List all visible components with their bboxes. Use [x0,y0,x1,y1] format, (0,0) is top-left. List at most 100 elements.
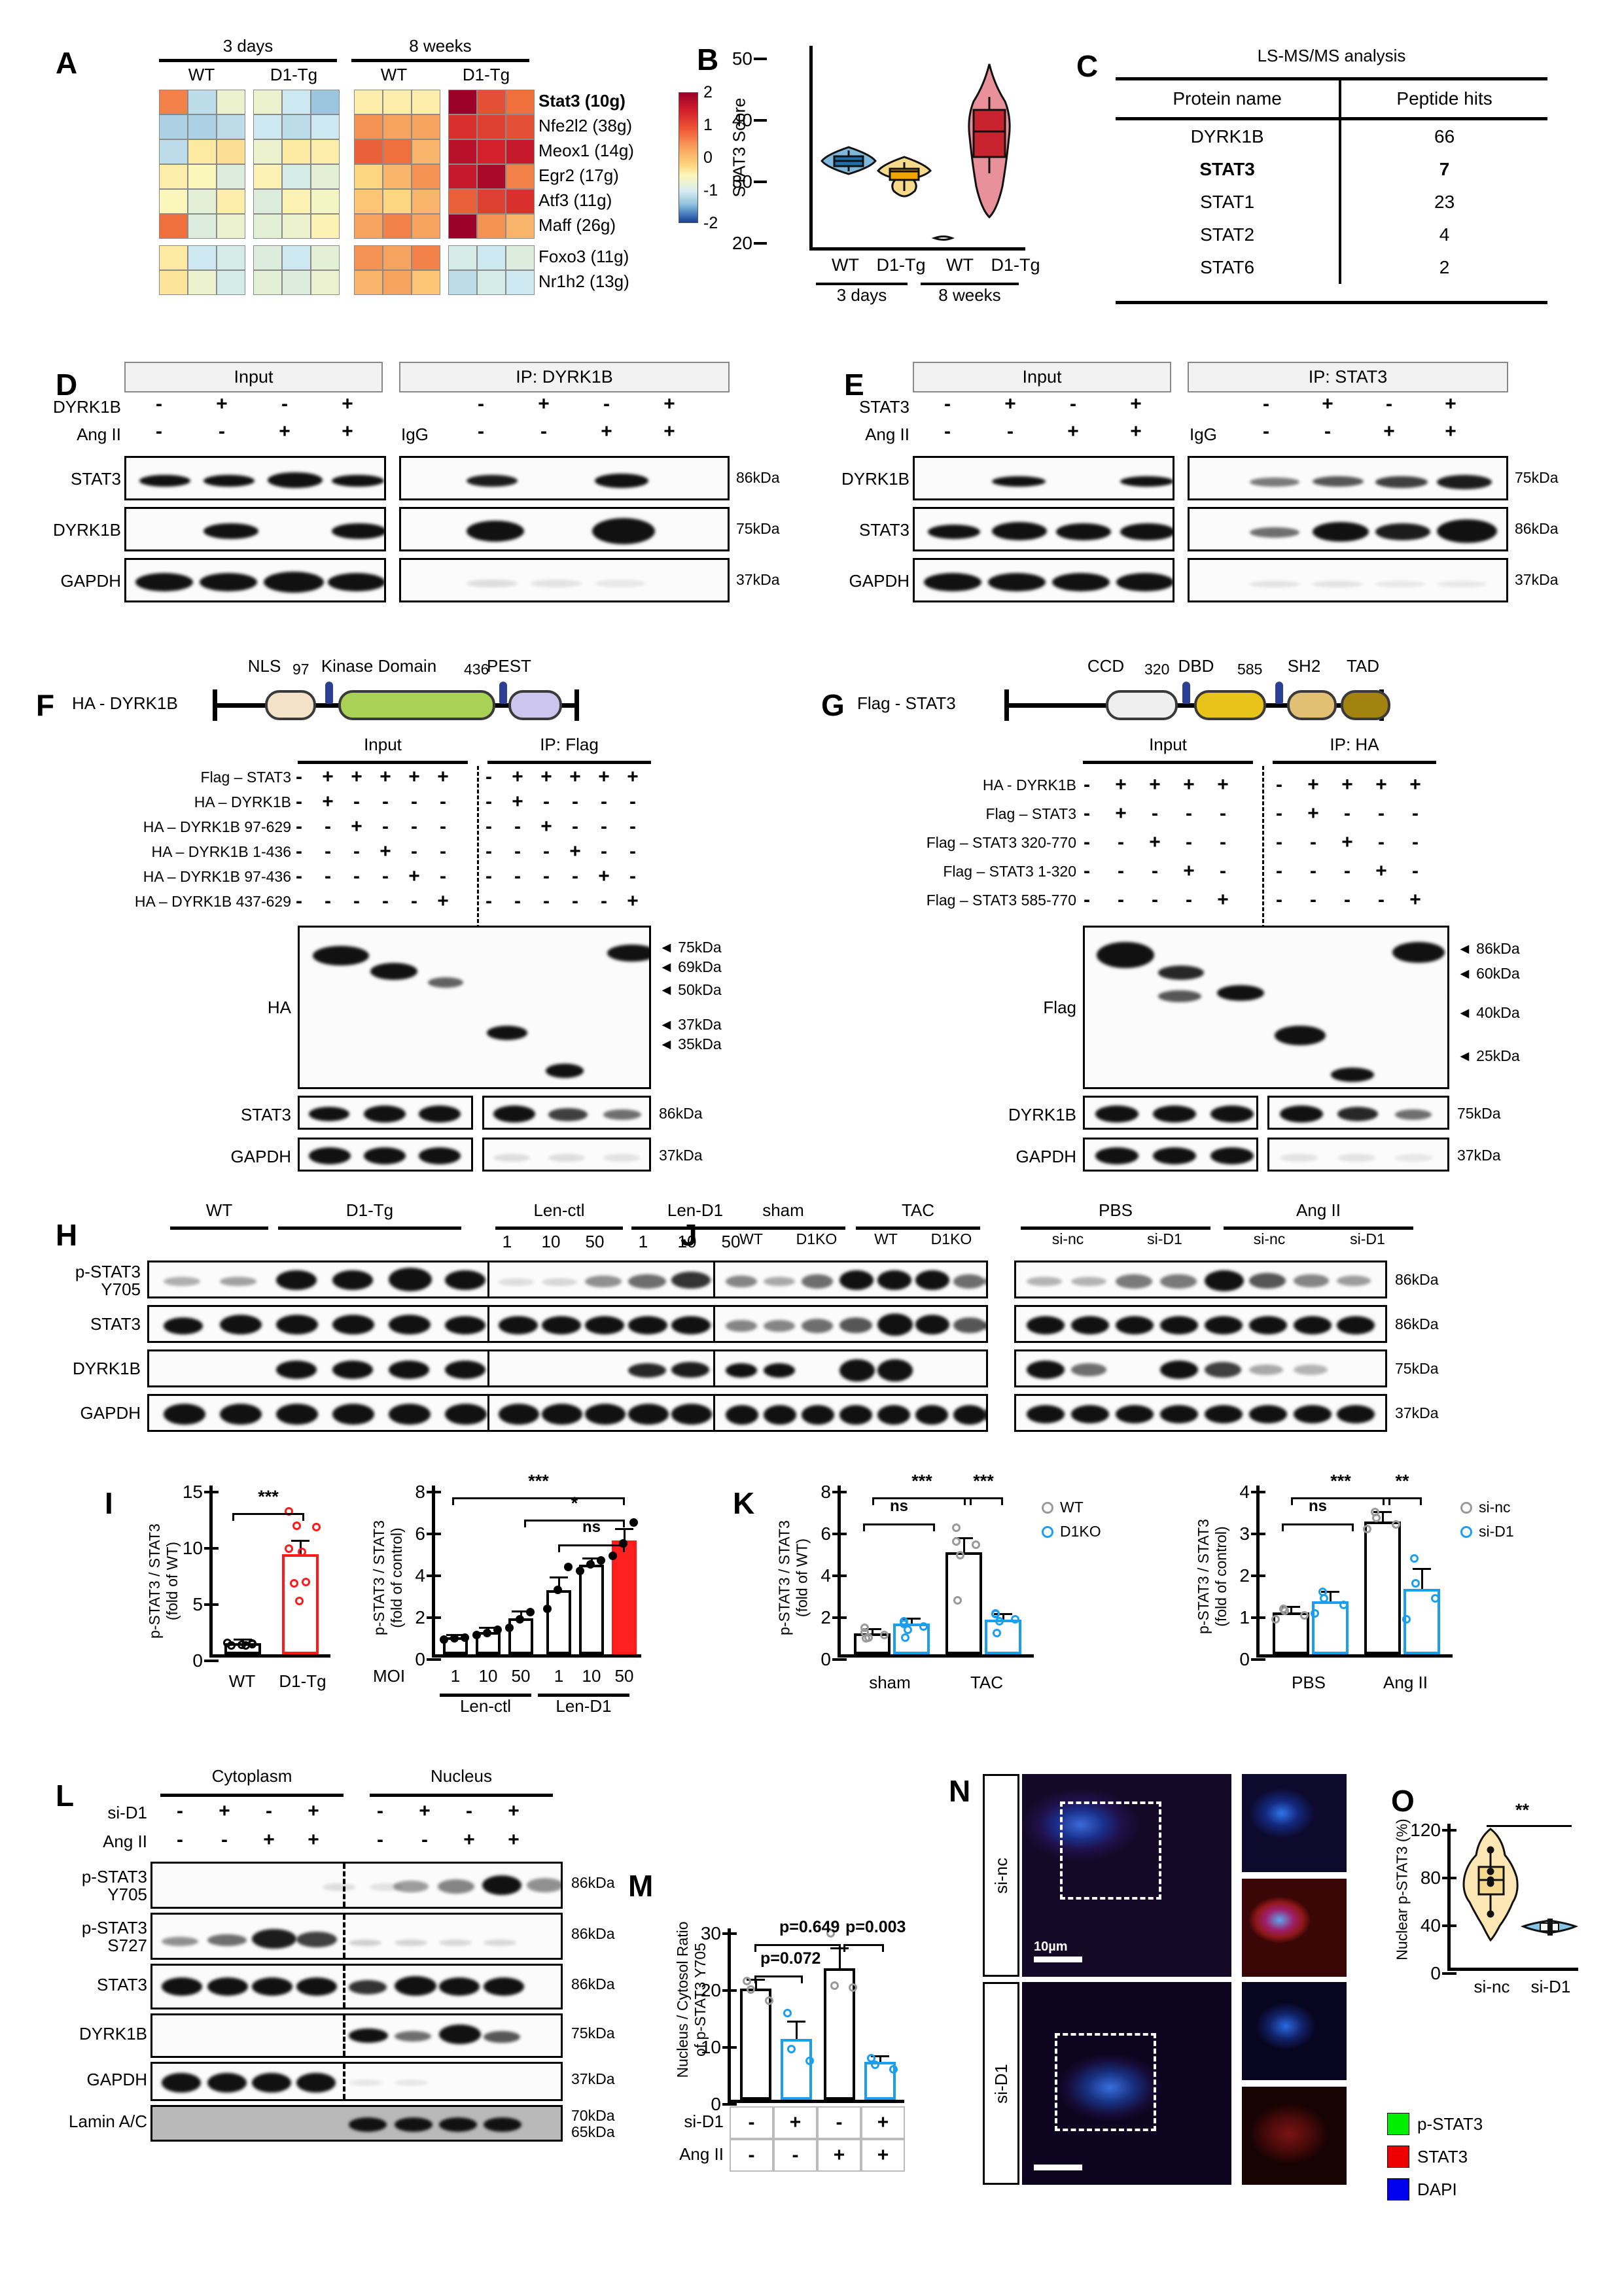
blot-band [1153,1147,1196,1164]
ytick-mark [1442,1972,1456,1975]
heatmap-gene-label: Foxo3 (11g) [538,247,629,266]
panel-j-group-pbs: PBS [1098,1200,1133,1220]
heatmap-cell [506,214,535,239]
blot-band [983,1405,986,1425]
panel-l-blot-label: p-STAT3 S727 [81,1918,147,1956]
heatmap-cell [217,164,245,189]
error-bar-cap [1282,1606,1300,1609]
blot-band [467,475,518,487]
data-point [867,2053,875,2062]
data-point [1300,1610,1309,1620]
error-bar-cap [994,1613,1012,1616]
domain-label-pest: PEST [487,656,531,676]
heatmap-cell [506,164,535,189]
panel-g-blot-right [1267,1096,1449,1130]
panel-g-mw-flag: ◄ 86kDa [1457,940,1520,957]
panel-g-sign-ip: - [1344,889,1350,911]
error-bar [1002,1615,1004,1620]
ms-table-header-row: Protein name Peptide hits [1116,78,1547,119]
panel-f-sign-input: - [296,890,302,912]
data-point [953,1596,962,1605]
heatmap-cell [412,114,440,139]
panel-f-sign-ip: - [543,841,550,862]
panel-d-sign-angii-ip: - [540,421,547,442]
ytick-label: 1 [1239,1607,1250,1627]
panel-g-sign-ip: + [1307,803,1319,824]
panel-f-sign-input: + [437,766,449,788]
panel-d-igg-label: IgG [401,425,429,444]
panel-f-blot-label: STAT3 [240,1105,291,1124]
blot-band [1337,1316,1375,1334]
panel-d-label: D [56,368,78,402]
panel-h-rule-lenctl [495,1226,623,1230]
blot-band [953,1317,986,1333]
ytick-label: 20 [700,1980,721,2000]
panel-d-sign-dyrk1b-input: - [156,393,162,415]
panel-h-moi-label: 1 [502,1232,512,1251]
heatmap-cell [448,214,477,239]
panel-j-sublabels: WT D1KO WT D1KO si-nc si-D1 si-nc si-D1 [680,1200,1597,1423]
data-point [743,1976,751,1985]
ytick-label: 6 [415,1523,425,1544]
data-point [302,1578,310,1587]
panel-j-rule-sham [721,1226,845,1230]
blot-band [671,1272,711,1289]
panel-f-input-header: Input [364,735,402,754]
panel-f-blots [36,638,782,1174]
panel-i-right-xtick: 1 [554,1666,564,1686]
heatmap-cell [506,270,535,295]
significance-line [524,1520,625,1522]
data-point [629,1518,638,1527]
blot-band [1294,1316,1332,1334]
heatmap-cell [448,270,477,295]
significance-label: p=0.003 [845,1918,906,1936]
bar [781,2038,812,2100]
panel-g-sign-ip: + [1375,860,1387,882]
data-point [849,1983,857,1992]
panel-i-left-xaxis [209,1654,330,1658]
blot-band [207,1934,247,1946]
domain-pest [508,690,562,720]
panel-g-sign-input: - [1186,803,1192,824]
error-bar [795,2023,798,2039]
legend-label: STAT3 [1417,2146,1468,2166]
panel-f-sign-ip: + [512,766,523,788]
blot-band [439,2117,477,2132]
panel-g-construct-label: Flag - STAT3 [857,693,956,713]
heatmap-cell [159,214,188,239]
panel-b-xtick: D1-Tg [876,255,926,275]
panel-f: F HA - DYRK1B NLS Kinase Domain PEST 97 … [36,638,782,1174]
data-point [586,1560,595,1569]
panel-f-sign-input: + [322,766,334,788]
error-bar-cap [582,1557,601,1559]
panel-f-mw-ha: ◄ 35kDa [659,1035,722,1052]
site-label-585: 585 [1237,661,1263,678]
micrograph-sid1-inset-merge [1242,1982,1347,2080]
panel-f-sign-input: - [382,865,389,887]
heatmap-cell [354,189,383,214]
blot-band [419,1105,461,1122]
heatmap-cell [311,114,340,139]
heatmap-cell [282,114,311,139]
ms-table-row: STAT6 2 [1116,251,1547,284]
panel-l-sign-angii: + [463,1829,475,1851]
ms-cell-hits: 7 [1439,159,1450,179]
panel-m-sign-cell: - [730,2106,773,2139]
error-bar [962,1539,965,1552]
blot-band [546,1064,584,1078]
panel-h-moi-label: 50 [585,1232,605,1251]
panel-g-mw-flag: ◄ 25kDa [1457,1047,1520,1064]
panel-f-sign-ip: - [485,841,492,862]
data-point [1372,1514,1381,1523]
panel-f-sign-input: - [296,766,302,788]
ytick-label: 4 [1239,1482,1250,1502]
panel-m-sign-cell: - [730,2139,773,2172]
panel-l-sign-sid1: - [466,1800,472,1822]
site-marker-97 [325,682,333,704]
blot-band [1027,1405,1065,1423]
panel-g-sign-ip: - [1344,860,1350,882]
ms-table-row: STAT3 7 [1116,153,1547,186]
panel-j-rule-tac [856,1226,980,1230]
panel-e-igg-label: IgG [1190,425,1217,444]
panel-k-left-xtick-sham: sham [869,1673,911,1692]
